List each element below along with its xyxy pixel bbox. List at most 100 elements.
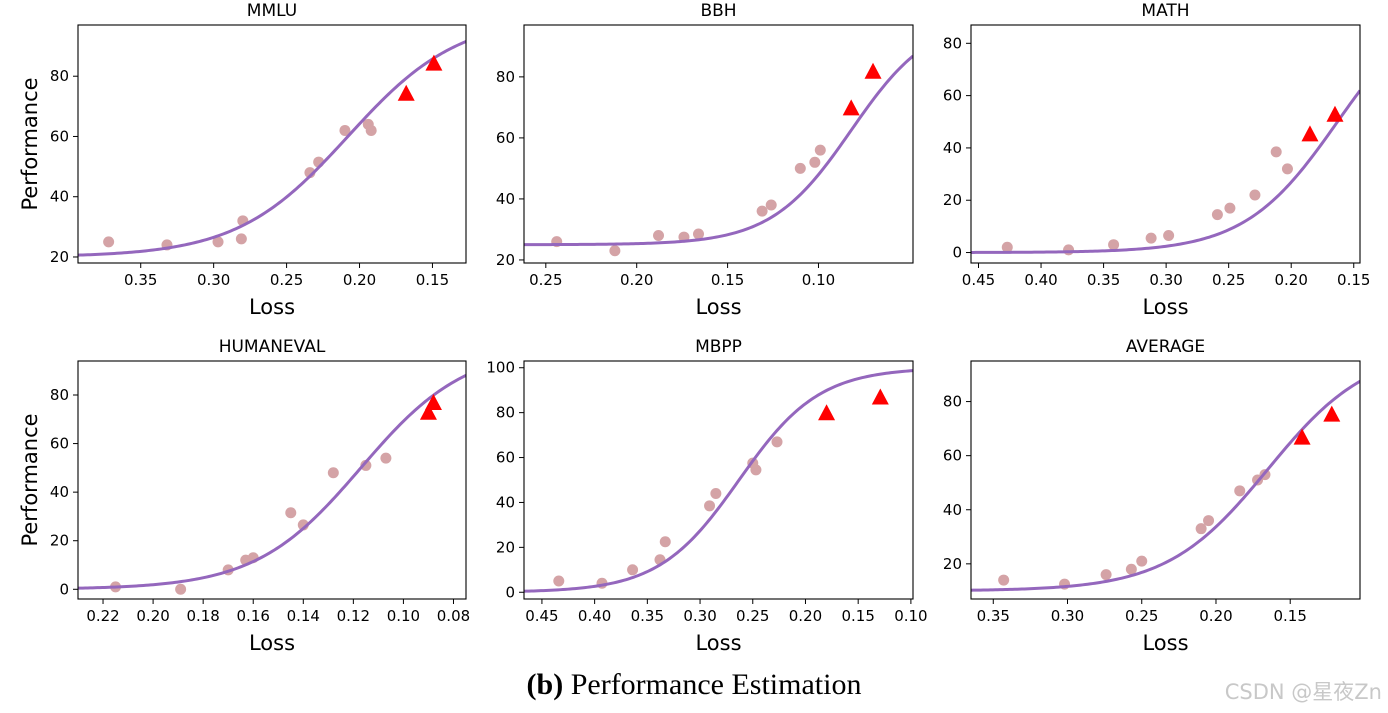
data-point — [1249, 189, 1261, 201]
y-tick-label: 0 — [59, 580, 69, 598]
y-tick-label: 40 — [50, 188, 69, 206]
x-tick-label: 0.15 — [1337, 271, 1370, 289]
data-point — [1270, 146, 1282, 158]
data-point — [380, 452, 392, 464]
chart-title: MBPP — [695, 337, 742, 357]
data-point — [750, 464, 762, 476]
x-tick-label: 0.35 — [1087, 271, 1120, 289]
data-point — [998, 574, 1010, 586]
triangle-marker — [1323, 405, 1341, 422]
x-tick-label: 0.22 — [86, 607, 119, 625]
data-point — [103, 236, 115, 248]
data-point — [1203, 515, 1215, 527]
x-tick-label: 0.10 — [894, 607, 927, 625]
chart-title: MATH — [1141, 1, 1189, 21]
x-tick-label: 0.25 — [270, 271, 303, 289]
data-point — [627, 564, 639, 576]
data-point — [609, 245, 621, 257]
data-point — [1224, 202, 1236, 214]
x-tick-label: 0.14 — [287, 607, 320, 625]
x-tick-label: 0.20 — [789, 607, 822, 625]
y-tick-label: 40 — [943, 139, 962, 157]
triangle-marker — [871, 388, 889, 405]
data-point — [327, 467, 339, 479]
axes-frame — [970, 24, 1361, 264]
data-point — [339, 124, 351, 136]
triangle-marker — [419, 403, 437, 420]
x-axis-label: Loss — [249, 631, 295, 655]
triangle-marker — [842, 99, 860, 116]
data-point — [1063, 244, 1075, 256]
data-point — [1145, 232, 1157, 244]
y-tick-label: 0 — [952, 244, 962, 262]
y-tick-label: 60 — [943, 447, 962, 465]
chart-title: AVERAGE — [1126, 337, 1205, 357]
triangle-marker — [1301, 125, 1319, 142]
x-tick-label: 0.30 — [683, 607, 716, 625]
x-tick-label: 0.20 — [1199, 607, 1232, 625]
y-tick-label: 80 — [496, 68, 515, 86]
triangle-marker — [864, 62, 882, 79]
data-point — [360, 459, 372, 471]
y-tick-label: 20 — [496, 251, 515, 269]
data-point — [1136, 555, 1148, 567]
chart-mbpp: 0.45 0.40 0.35 0.30 0.25 0.20 0.15 0.10 0 20 40 60 8… — [486, 337, 927, 655]
x-tick-label: 0.45 — [962, 271, 995, 289]
data-point — [1211, 209, 1223, 221]
x-tick-label: 0.20 — [136, 607, 169, 625]
data-point — [704, 500, 716, 512]
y-tick-label: 40 — [50, 483, 69, 501]
data-point — [794, 162, 806, 174]
x-tick-label: 0.25 — [736, 607, 769, 625]
figure-caption: (b) Performance Estimation — [0, 668, 1388, 702]
chart-title: BBH — [700, 1, 736, 21]
triangle-marker — [425, 54, 443, 71]
y-tick-label: 20 — [50, 248, 69, 266]
data-point — [175, 583, 187, 595]
x-tick-label: 0.20 — [1275, 271, 1308, 289]
y-tick-label: 80 — [50, 67, 69, 85]
chart-average: 0.35 0.30 0.25 0.20 0.15 20 40 60 80 AVERAGE Loss — [943, 337, 1361, 655]
data-point — [1281, 163, 1293, 175]
caption-label: (b) — [526, 668, 564, 701]
x-tick-label: 0.08 — [437, 607, 470, 625]
x-tick-label: 0.25 — [1212, 271, 1245, 289]
y-tick-label: 80 — [943, 34, 962, 52]
x-axis-label: Loss — [695, 295, 741, 319]
x-tick-label: 0.18 — [186, 607, 219, 625]
y-tick-label: 40 — [943, 501, 962, 519]
x-tick-label: 0.35 — [124, 271, 157, 289]
x-tick-label: 0.30 — [1149, 271, 1182, 289]
data-point — [1195, 523, 1207, 535]
y-tick-label: 20 — [50, 532, 69, 550]
data-point — [212, 236, 224, 248]
data-point — [1163, 230, 1175, 242]
data-point — [809, 156, 821, 168]
chart-bbh: 0.25 0.20 0.15 0.10 20 40 60 80 BBH Loss — [496, 1, 914, 319]
data-point — [1001, 241, 1013, 253]
x-axis-label: Loss — [249, 295, 295, 319]
caption-text: Performance Estimation — [570, 668, 862, 701]
x-tick-label: 0.40 — [578, 607, 611, 625]
x-tick-label: 0.16 — [237, 607, 270, 625]
x-axis-label: Loss — [695, 631, 741, 655]
data-point — [771, 436, 783, 448]
chart-title: MMLU — [247, 1, 297, 21]
x-tick-label: 0.40 — [1024, 271, 1057, 289]
data-point — [285, 507, 297, 519]
y-tick-label: 60 — [50, 435, 69, 453]
x-tick-label: 0.20 — [343, 271, 376, 289]
x-tick-label: 0.12 — [337, 607, 370, 625]
axes-frame — [77, 360, 467, 600]
x-tick-label: 0.45 — [525, 607, 558, 625]
data-point — [1125, 563, 1137, 575]
chart-humaneval: 0.22 0.20 0.18 0.16 0.14 0.12 0.10 0.08 0 20 40 60 8… — [18, 337, 470, 655]
x-axis-label: Loss — [1142, 631, 1188, 655]
data-point — [710, 487, 722, 499]
chart-mmlu: 0.35 0.30 0.25 0.20 0.15 20 40 60 80 MMLU Loss Perf… — [18, 1, 467, 319]
x-tick-label: 0.15 — [1274, 607, 1307, 625]
data-point — [756, 205, 768, 217]
data-point — [814, 144, 826, 156]
x-tick-label: 0.35 — [631, 607, 664, 625]
x-tick-label: 0.15 — [841, 607, 874, 625]
